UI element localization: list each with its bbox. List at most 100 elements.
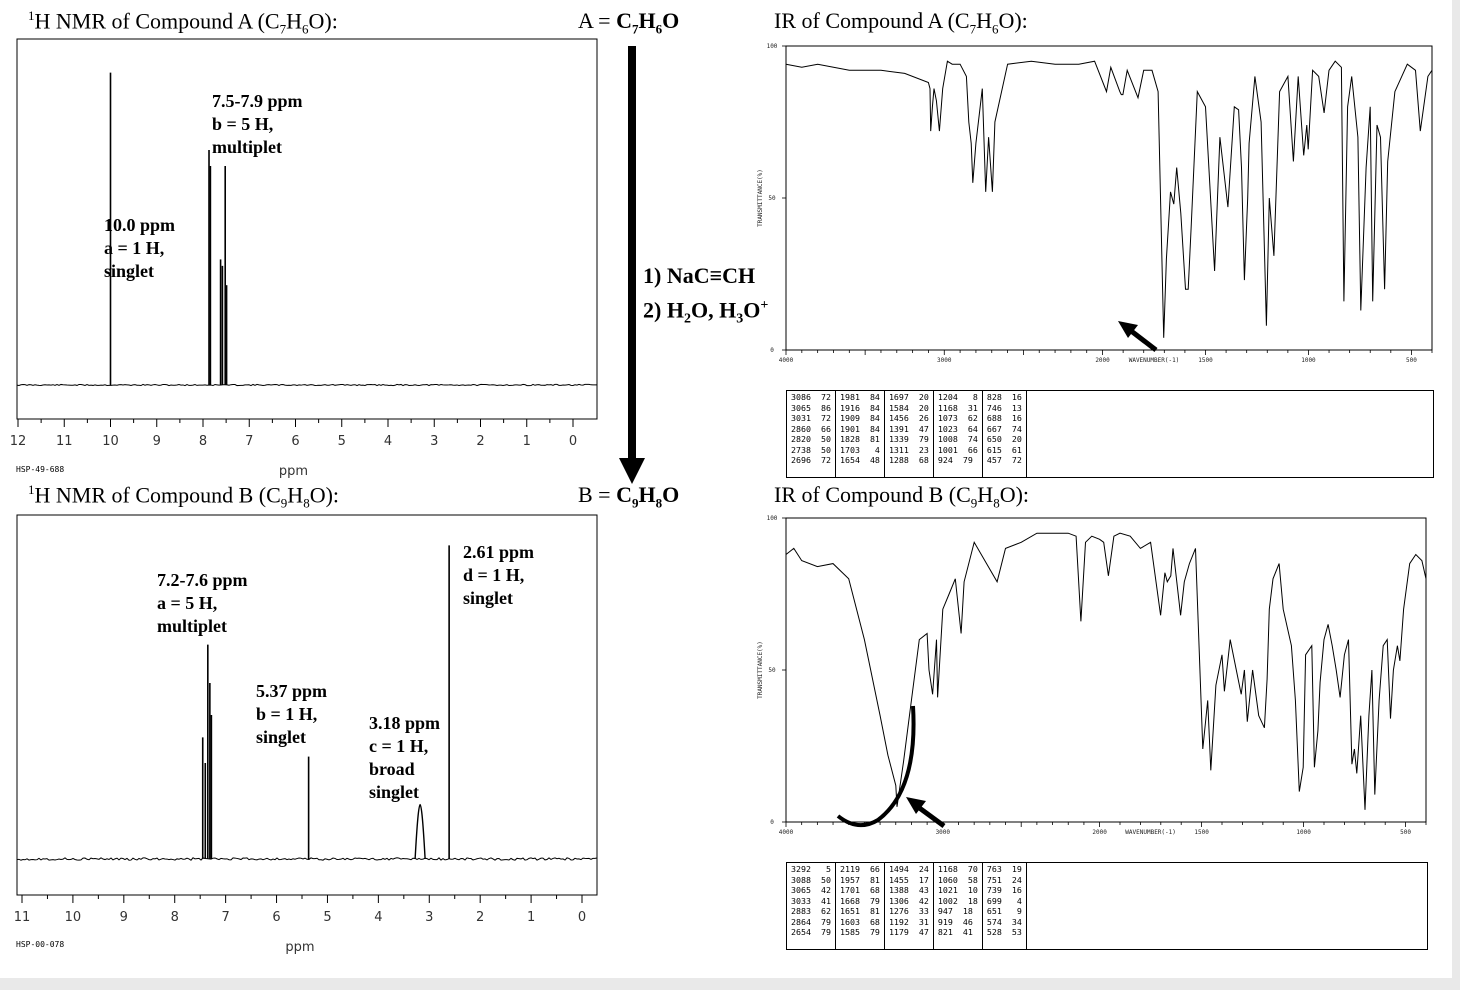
peak-table-entry: 1288 68: [888, 455, 929, 465]
peak-table-entry: 1021 10: [937, 885, 978, 895]
nmr-tick-label: 1: [523, 434, 531, 449]
peak-table-entry: 650 20: [986, 434, 1022, 444]
peak-table-entry: 1909 84: [839, 413, 880, 423]
peak-table-entry: 1651 81: [839, 906, 880, 916]
nmr-baseline: [16, 857, 598, 861]
nmr-tick-label: 7: [221, 910, 229, 925]
peak-table-entry: 457 72: [986, 455, 1022, 465]
subscript: 8: [655, 495, 663, 511]
peak-table-entry: 1023 64: [937, 423, 978, 434]
nmr-x-axis-label: ppm: [279, 464, 308, 479]
title-text: O):: [998, 8, 1028, 33]
peak-table-entry: 1703 4: [839, 444, 880, 455]
nmr-b-peak-d-label: 2.61 ppm d = 1 H, singlet: [463, 542, 535, 608]
peak-table-entry: 2864 79: [791, 916, 831, 927]
peak-table-entry: 667 74: [986, 423, 1022, 434]
peak-table-entry: 3033 41: [791, 895, 831, 906]
ir-x-tick-label: 1500: [1194, 829, 1209, 836]
peak-table-entry: 1668 79: [839, 895, 880, 906]
nmr-tick-label: 0: [578, 910, 586, 925]
nmr-tick-label: 7: [245, 434, 253, 449]
peak-table-column: 763 19 751 24 739 16 699 4 651 9 574 34 528 53: [983, 863, 1027, 949]
ir-y-tick-label: 50: [768, 195, 776, 202]
peak-table-entry: 1192 31: [888, 916, 929, 927]
peak-table-entry: 3292 5: [791, 864, 831, 874]
nmr-tick-label: 8: [171, 910, 179, 925]
nmr-tick-label: 11: [56, 434, 73, 449]
peak-table-column: 1981 84 1916 84 1909 84 1901 84 1828 81 1703 …: [836, 391, 885, 477]
nmr-tick-label: 2: [476, 910, 484, 925]
superscript: +: [760, 298, 769, 313]
highlight-arrow-head: [1118, 321, 1138, 338]
ir-x-tick-label: 500: [1400, 829, 1411, 836]
nmr-b-code: HSP-00-078: [16, 940, 65, 949]
nmr-tick-label: 0: [569, 434, 577, 449]
peak-table-entry: 763 19: [986, 864, 1022, 874]
ir-x-tick-label: 500: [1406, 357, 1417, 364]
peak-table-entry: 2883 62: [791, 906, 831, 916]
subscript: 8: [993, 495, 1000, 511]
formula-label: A =: [578, 8, 617, 33]
title-text: O):: [999, 482, 1030, 507]
ir-y-axis-label: TRANSMITTANCE(%): [757, 641, 764, 699]
peak-table-entry: 1585 79: [839, 927, 880, 937]
title-text: O):: [309, 482, 340, 508]
peak-table-entry: 751 24: [986, 874, 1022, 885]
highlight-curve: [836, 705, 916, 828]
peak-table-entry: 1276 33: [888, 906, 929, 916]
peak-table-entry: 828 16: [986, 392, 1022, 402]
ir-y-tick-label: 0: [770, 347, 774, 354]
ir-y-tick-label: 100: [767, 515, 778, 522]
peak-table-entry: 688 16: [986, 413, 1022, 423]
subscript: 7: [279, 21, 287, 37]
ir-a-title: IR of Compound A (C7H6O):: [774, 8, 1028, 37]
superscript: 1: [28, 8, 35, 23]
nmr-a-title: 1H NMR of Compound A (C7H6O):: [28, 8, 338, 38]
peak-table-entry: 651 9: [986, 906, 1022, 916]
compound-b-formula: B = C9H8O: [578, 482, 679, 511]
ir-x-tick-label: 3000: [937, 357, 952, 364]
peak-table-entry: 1060 58: [937, 874, 978, 885]
ir-x-tick-label: 2000: [1092, 829, 1107, 836]
ir-b-peak-table: 3292 5 3088 50 3065 42 3033 41 2883 62 2864 7…: [786, 862, 1428, 950]
nmr-tick-label: 4: [384, 434, 392, 449]
peak-table-entry: 3065 86: [791, 402, 831, 413]
ir-y-axis-label: TRANSMITTANCE(%): [757, 169, 764, 227]
subscript: 9: [631, 495, 639, 511]
nmr-tick-label: 1: [527, 910, 535, 925]
peak-table-entry: 615 61: [986, 444, 1022, 455]
peak-table-entry: 1168 31: [937, 402, 978, 413]
peak-table-entry: 3086 72: [791, 392, 831, 402]
subscript: 2: [683, 311, 691, 327]
formula-part: H: [638, 482, 656, 507]
formula-label: B =: [578, 482, 617, 507]
peak-table-entry: 2119 66: [839, 864, 880, 874]
reaction-arrow-shaft: [628, 46, 636, 460]
subscript: 9: [280, 495, 288, 511]
peak-table-entry: 574 34: [986, 916, 1022, 927]
nmr-tick-label: 6: [272, 910, 280, 925]
ir-x-tick-label: 1000: [1296, 829, 1311, 836]
superscript: 1: [28, 482, 35, 497]
formula-part: C: [616, 8, 632, 33]
peak-table-entry: 1456 26: [888, 413, 929, 423]
peak-table-column: 1494 24 1455 17 1388 43 1306 42 1276 33 1192 …: [885, 863, 934, 949]
title-text: IR of Compound A (C: [774, 8, 970, 33]
subscript: 7: [969, 21, 977, 37]
nmr-b-peak-c-label: 3.18 ppm c = 1 H, broad singlet: [369, 713, 441, 802]
highlight-arrow-head: [906, 797, 926, 814]
reaction-step-1: 1) NaC≡CH: [643, 263, 756, 288]
ir-x-axis-label: WAVENUMBER(-1): [1125, 829, 1176, 836]
nmr-b-title: 1H NMR of Compound B (C9H8O):: [28, 482, 339, 512]
nmr-tick-label: 2: [476, 434, 484, 449]
peak-table-entry: 1339 79: [888, 434, 929, 444]
ir-x-tick-label: 1000: [1301, 357, 1316, 364]
peak-table-column: 2119 66 1957 81 1701 68 1668 79 1651 81 1603 …: [836, 863, 885, 949]
formula-part: H: [638, 8, 656, 33]
nmr-tick-label: 5: [323, 910, 331, 925]
peak-table-entry: 821 41: [937, 927, 973, 937]
ir-y-tick-label: 50: [768, 667, 776, 674]
ir-plot-frame: [785, 517, 1427, 823]
peak-table-column: 3292 5 3088 50 3065 42 3033 41 2883 62 2864 7…: [787, 863, 836, 949]
